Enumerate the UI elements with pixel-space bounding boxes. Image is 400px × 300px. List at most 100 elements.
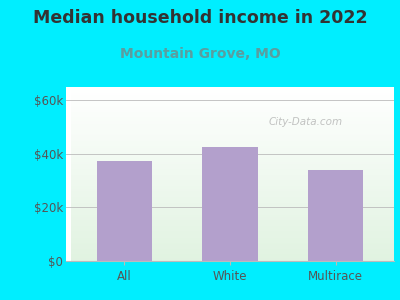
Bar: [71, 196, 400, 197]
Bar: [71, 100, 400, 101]
Bar: [71, 224, 400, 225]
Bar: [71, 214, 400, 215]
Bar: [71, 144, 400, 145]
Bar: [71, 95, 400, 96]
Bar: [71, 218, 400, 219]
Bar: [71, 97, 400, 98]
Bar: [71, 253, 400, 254]
Bar: [71, 242, 400, 243]
Bar: [71, 152, 400, 153]
Bar: [71, 179, 400, 180]
Bar: [71, 216, 400, 217]
Bar: [71, 135, 400, 136]
Bar: [71, 106, 400, 107]
Bar: [71, 96, 400, 97]
Bar: [71, 118, 400, 119]
Bar: [71, 180, 400, 181]
Bar: [71, 182, 400, 183]
Bar: [71, 170, 400, 171]
Bar: [71, 190, 400, 191]
Bar: [71, 252, 400, 253]
Bar: [71, 229, 400, 230]
Bar: [71, 194, 400, 195]
Bar: [71, 251, 400, 252]
Text: Mountain Grove, MO: Mountain Grove, MO: [120, 46, 280, 61]
Bar: [71, 259, 400, 260]
Bar: [71, 172, 400, 173]
Bar: [71, 186, 400, 187]
Bar: [71, 139, 400, 140]
Bar: [71, 153, 400, 154]
Bar: [71, 171, 400, 172]
Bar: [71, 114, 400, 115]
Bar: [71, 124, 400, 125]
Bar: [71, 167, 400, 168]
Bar: [71, 150, 400, 151]
Bar: [71, 164, 400, 165]
Bar: [71, 209, 400, 210]
Bar: [71, 161, 400, 162]
Bar: [71, 98, 400, 99]
Bar: [71, 181, 400, 182]
Bar: [97, 160, 152, 261]
Bar: [71, 249, 400, 250]
Bar: [71, 147, 400, 148]
Bar: [71, 206, 400, 207]
Bar: [71, 217, 400, 218]
Bar: [71, 191, 400, 192]
Bar: [71, 145, 400, 146]
Bar: [71, 91, 400, 92]
Bar: [71, 200, 400, 201]
Bar: [71, 92, 400, 93]
Bar: [71, 115, 400, 116]
Bar: [71, 244, 400, 245]
Bar: [71, 254, 400, 255]
Bar: [71, 129, 400, 130]
Bar: [71, 127, 400, 128]
Bar: [71, 227, 400, 228]
Bar: [71, 156, 400, 157]
Bar: [71, 199, 400, 200]
Bar: [71, 210, 400, 211]
Bar: [71, 140, 400, 141]
Bar: [71, 223, 400, 224]
Bar: [71, 213, 400, 214]
Bar: [71, 208, 400, 209]
Bar: [71, 105, 400, 106]
Bar: [71, 90, 400, 91]
Bar: [71, 148, 400, 149]
Bar: [71, 102, 400, 103]
Bar: [71, 178, 400, 179]
Bar: [71, 204, 400, 205]
Bar: [71, 243, 400, 244]
Bar: [71, 198, 400, 199]
Bar: [71, 159, 400, 160]
Bar: [71, 220, 400, 221]
Bar: [71, 166, 400, 167]
Bar: [71, 232, 400, 233]
Bar: [71, 163, 400, 164]
Bar: [71, 122, 400, 123]
Bar: [71, 173, 400, 174]
Bar: [71, 187, 400, 188]
Bar: [71, 155, 400, 156]
Bar: [71, 205, 400, 206]
Bar: [71, 137, 400, 138]
Bar: [71, 89, 400, 90]
Bar: [71, 134, 400, 135]
Bar: [71, 234, 400, 235]
Bar: [71, 168, 400, 169]
Bar: [71, 235, 400, 236]
Bar: [308, 170, 363, 261]
Bar: [71, 240, 400, 241]
Bar: [202, 147, 258, 261]
Bar: [71, 101, 400, 102]
Bar: [71, 94, 400, 95]
Bar: [71, 219, 400, 220]
Bar: [71, 157, 400, 158]
Bar: [71, 138, 400, 139]
Bar: [71, 151, 400, 152]
Bar: [71, 260, 400, 261]
Bar: [71, 165, 400, 166]
Bar: [71, 237, 400, 238]
